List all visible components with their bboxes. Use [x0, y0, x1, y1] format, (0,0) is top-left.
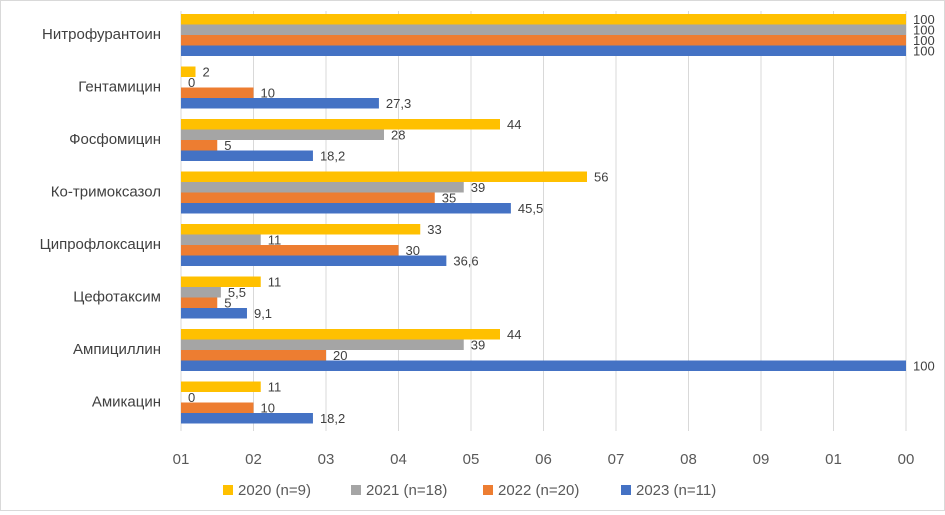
bar	[181, 140, 218, 151]
data-label: 33	[427, 222, 441, 237]
data-label: 11	[268, 274, 282, 289]
category-axis: Нитрофурантоин Гентамицин Фосфомицин Ко-три…	[40, 26, 161, 411]
data-labels: 100100100100201027,34428518,256393545,53…	[188, 12, 935, 426]
bar	[181, 381, 261, 392]
data-label: 39	[471, 337, 485, 352]
bar	[181, 87, 254, 98]
bar	[181, 234, 261, 245]
data-label: 0	[188, 390, 195, 405]
bar	[181, 35, 906, 46]
bar	[181, 182, 464, 193]
data-label: 10	[261, 85, 275, 100]
x-tick-label: 01	[173, 451, 190, 468]
bar	[181, 224, 421, 235]
legend-swatch	[223, 485, 233, 495]
bar	[181, 245, 399, 256]
category-label: Амикацин	[92, 394, 161, 411]
x-tick-label: 08	[680, 451, 697, 468]
data-label: 10	[261, 400, 275, 415]
bar	[181, 150, 313, 161]
value-axis: 01 02 03 04 05 06 07 08 09 01 00	[173, 451, 915, 468]
legend-label: 2023 (n=11)	[636, 482, 716, 499]
x-tick-label: 01	[825, 451, 842, 468]
category-label: Фосфомицин	[69, 131, 161, 148]
bars	[181, 14, 906, 424]
data-label: 11	[268, 379, 282, 394]
x-tick-label: 00	[898, 451, 915, 468]
legend-swatch	[483, 485, 493, 495]
category-label: Ко-тримоксазол	[51, 184, 161, 201]
data-label: 5,5	[228, 285, 246, 300]
legend-swatch	[621, 485, 631, 495]
data-label: 56	[594, 169, 608, 184]
bar	[181, 287, 221, 298]
data-label: 0	[188, 75, 195, 90]
x-tick-label: 02	[245, 451, 262, 468]
data-label: 100	[913, 12, 935, 27]
bar	[181, 24, 906, 35]
category-label: Гентамицин	[78, 79, 161, 96]
data-label: 30	[406, 243, 420, 258]
bar	[181, 129, 384, 140]
data-label: 100	[913, 43, 935, 58]
data-label: 45,5	[518, 201, 543, 216]
bar	[181, 402, 254, 413]
data-label: 35	[442, 190, 456, 205]
data-label: 18,2	[320, 148, 345, 163]
data-label: 2	[203, 64, 210, 79]
legend-label: 2022 (n=20)	[498, 482, 579, 499]
data-label: 20	[333, 348, 347, 363]
bar	[181, 255, 447, 266]
data-label: 11	[268, 232, 282, 247]
bar	[181, 66, 196, 77]
x-tick-label: 09	[753, 451, 770, 468]
bar	[181, 360, 906, 371]
x-tick-label: 03	[318, 451, 335, 468]
bar	[181, 329, 500, 340]
bar	[181, 45, 906, 56]
data-label: 36,6	[453, 253, 478, 268]
data-label: 44	[507, 327, 521, 342]
bar	[181, 339, 464, 350]
data-label: 9,1	[254, 306, 272, 321]
legend-label: 2020 (n=9)	[238, 482, 311, 499]
data-label: 100	[913, 33, 935, 48]
x-tick-label: 04	[390, 451, 407, 468]
legend: 2020 (n=9) 2021 (n=18) 2022 (n=20) 2023 (n=…	[223, 482, 716, 499]
bar	[181, 203, 511, 214]
x-tick-label: 07	[608, 451, 625, 468]
data-label: 44	[507, 117, 521, 132]
bar	[181, 171, 587, 182]
x-tick-label: 06	[535, 451, 552, 468]
legend-label: 2021 (n=18)	[366, 482, 447, 499]
bar	[181, 297, 218, 308]
data-label: 100	[913, 358, 935, 373]
bar	[181, 119, 500, 130]
bar	[181, 98, 379, 109]
category-label: Нитрофурантоин	[42, 26, 161, 43]
bar	[181, 308, 247, 319]
data-label: 27,3	[386, 96, 411, 111]
category-label: Ампициллин	[73, 341, 161, 358]
bar	[181, 276, 261, 287]
data-label: 100	[913, 22, 935, 37]
bar	[181, 14, 906, 25]
bar	[181, 413, 313, 424]
bar	[181, 350, 326, 361]
data-label: 18,2	[320, 411, 345, 426]
bar	[181, 192, 435, 203]
legend-swatch	[351, 485, 361, 495]
data-label: 39	[471, 180, 485, 195]
category-label: Цефотаксим	[73, 289, 161, 306]
data-label: 28	[391, 127, 405, 142]
data-label: 5	[224, 295, 231, 310]
category-label: Ципрофлоксацин	[40, 236, 161, 253]
x-tick-label: 05	[463, 451, 480, 468]
data-label: 5	[224, 138, 231, 153]
